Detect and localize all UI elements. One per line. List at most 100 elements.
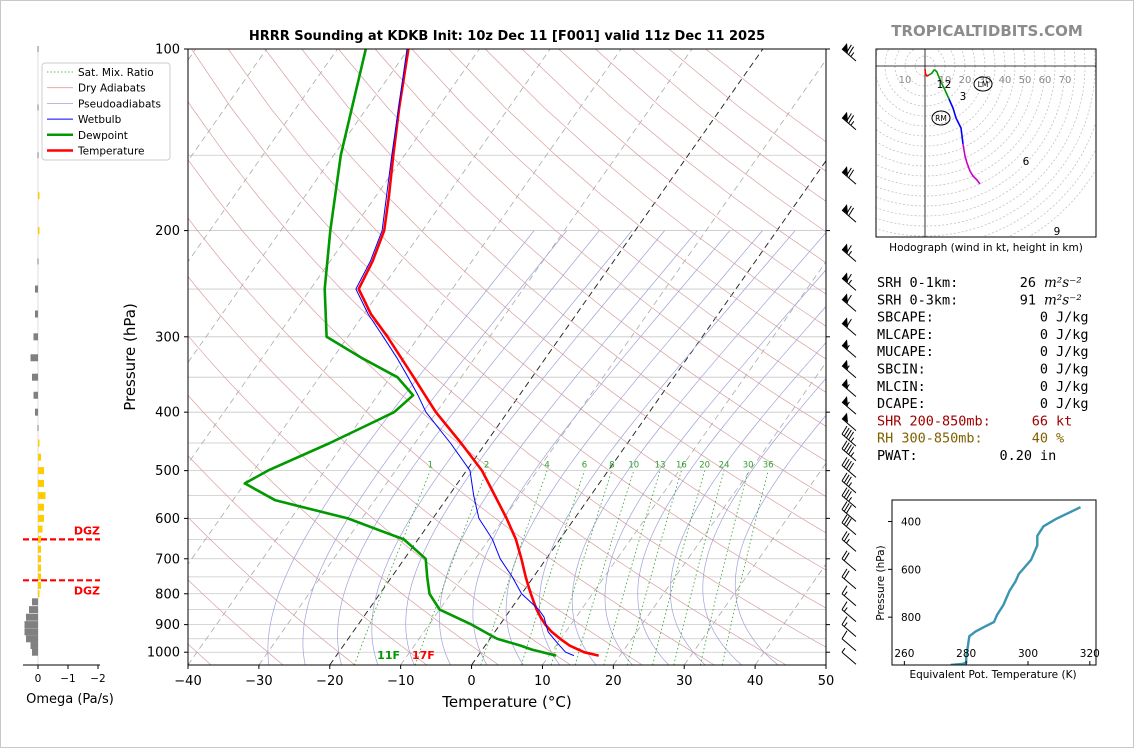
mixing-ratio-line — [353, 470, 431, 665]
index-unit: J/kg — [1056, 379, 1089, 395]
theta-frame — [891, 499, 1097, 666]
barb-staff — [841, 298, 857, 312]
omega-bar — [38, 590, 40, 598]
index-unit: J/kg — [1056, 327, 1089, 343]
y-tick-label: 700 — [155, 552, 180, 567]
isotherm-line — [683, 462, 826, 665]
wind-barb — [841, 531, 857, 552]
index-label: DCAPE: — [877, 396, 926, 412]
hodo-ring-label: 30 — [979, 75, 992, 86]
barb-flag — [842, 339, 848, 350]
dry-adiabat — [485, 49, 826, 327]
barb-half — [850, 52, 855, 57]
dry-adiabat — [338, 49, 826, 462]
omega-bar — [37, 152, 39, 159]
barb-staff — [841, 48, 857, 62]
isotherm-key-line — [471, 160, 826, 665]
mixing-ratio-line — [480, 470, 548, 665]
mixing-ratio-label: 16 — [676, 461, 687, 471]
wind-barb — [841, 396, 857, 415]
wind-barb — [841, 601, 857, 623]
omega-bar — [32, 648, 38, 656]
index-unit: J/kg — [1056, 310, 1089, 326]
barb-flag — [842, 293, 848, 304]
pseudoadiabat — [405, 230, 665, 665]
barb-staff — [841, 522, 857, 536]
hodo-ring-label: 20 — [959, 75, 972, 86]
barb-flag — [842, 317, 848, 328]
barb-half — [850, 121, 855, 126]
omega-bar — [32, 373, 38, 381]
barb-full — [843, 474, 850, 484]
mixing-ratio-label: 20 — [699, 461, 710, 471]
x-tick-label: −20 — [316, 674, 343, 689]
omega-bar — [38, 545, 41, 553]
index-value: 0 — [1040, 344, 1048, 360]
dry-adiabat — [188, 455, 428, 665]
legend-box — [41, 62, 171, 161]
barb-staff — [841, 609, 857, 623]
dry-adiabat — [411, 49, 826, 393]
index-value: 66 — [1032, 413, 1048, 429]
skewt-x-label: Temperature (°C) — [441, 693, 571, 711]
legend-label: Wetbulb — [78, 114, 122, 126]
barb-flag — [842, 359, 848, 370]
pseudoadiabat — [734, 414, 826, 665]
barb-full — [841, 472, 848, 482]
x-tick-label: −10 — [387, 674, 414, 689]
hodo-ring-label: 40 — [999, 75, 1012, 86]
isotherm-line — [542, 260, 826, 665]
index-label: SBCIN: — [877, 362, 926, 378]
y-tick-label: 300 — [155, 330, 180, 345]
storm-motion-marker — [973, 76, 993, 92]
barb-full — [841, 568, 848, 578]
index-unit: J/kg — [1056, 344, 1089, 360]
barb-full — [841, 630, 848, 640]
dry-adiabat — [188, 516, 356, 665]
wind-barb — [841, 317, 857, 336]
barb-full — [843, 570, 850, 580]
barb-staff — [841, 365, 857, 379]
barb-full — [848, 169, 855, 179]
wind-barb — [841, 378, 857, 397]
hodo-trace-segment — [928, 69, 950, 100]
omega-bar — [38, 535, 41, 543]
barb-full — [845, 476, 852, 485]
dry-adiabat — [188, 100, 826, 648]
omega-bar — [38, 555, 41, 563]
theta-y-tick-label: 400 — [901, 517, 921, 529]
barb-full — [841, 440, 848, 450]
barb-full — [843, 458, 850, 468]
hodo-ring-label: 60 — [1039, 75, 1052, 86]
pseudoadiabat — [571, 232, 826, 665]
omega-bar — [35, 408, 38, 416]
mixing-ratio-line — [699, 470, 749, 665]
omega-bar — [38, 525, 43, 533]
index-value: 0.20 — [999, 448, 1032, 464]
barb-full — [845, 491, 852, 500]
dry-adiabat — [448, 49, 826, 360]
barb-full — [841, 550, 848, 560]
wind-barbs — [841, 43, 857, 665]
barb-staff — [841, 345, 857, 358]
dry-adiabat — [188, 579, 284, 665]
pseudoadiabat — [267, 230, 535, 665]
barb-full — [843, 489, 850, 498]
wind-barb — [841, 472, 857, 494]
barb-full — [845, 460, 852, 470]
barb-full — [841, 616, 848, 625]
barb-staff — [841, 209, 857, 223]
barb-full — [843, 427, 850, 437]
theta-e-line — [950, 506, 1082, 665]
wind-barb — [841, 568, 857, 590]
barb-flag — [842, 43, 848, 53]
omega-bar — [29, 606, 38, 614]
pseudoadiabat — [505, 230, 763, 665]
omega-bar — [38, 581, 41, 589]
wind-barb — [841, 457, 857, 478]
index-unit: kt — [1056, 413, 1072, 429]
isotherm-line — [188, 49, 551, 565]
mixing-ratio-label: 24 — [719, 461, 730, 471]
wind-barb — [841, 111, 857, 131]
legend-label: Sat. Mix. Ratio — [78, 67, 154, 79]
